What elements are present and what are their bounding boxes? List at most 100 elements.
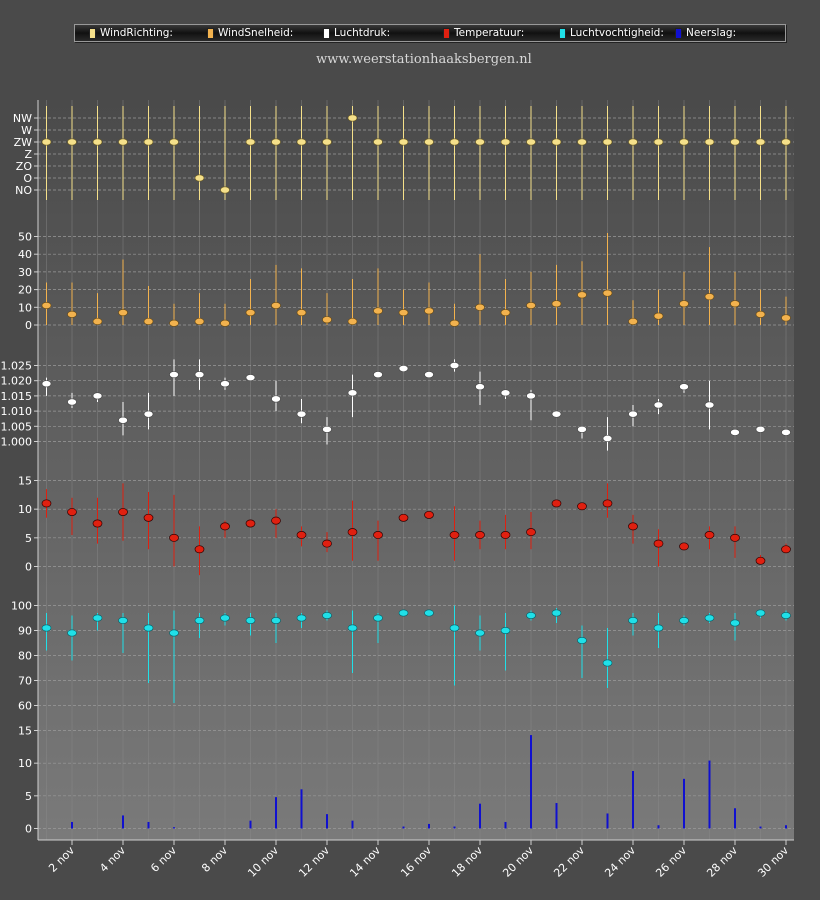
- temperature-point: [730, 533, 740, 542]
- pressure-point: [67, 398, 77, 406]
- temperature-point: [245, 519, 256, 528]
- wind-direction-point: [169, 138, 179, 146]
- x-tick-label: 16 nov: [398, 844, 434, 880]
- pressure-point: [398, 365, 409, 373]
- wind-direction-point: [424, 138, 434, 146]
- wind-direction-point: [628, 138, 638, 146]
- wind-direction-point: [41, 138, 52, 146]
- y-tick-label: 1.020: [1, 375, 33, 388]
- x-tick-label: 12 nov: [296, 844, 332, 880]
- wind-direction-point: [220, 186, 230, 194]
- temperature-point: [526, 528, 536, 537]
- wind-speed-point: [602, 289, 613, 297]
- wind-speed-point: [526, 302, 536, 310]
- wind-direction-point: [398, 138, 409, 146]
- humidity-point: [220, 614, 230, 622]
- x-tick-label: 24 nov: [602, 844, 638, 880]
- wind-speed-point: [755, 310, 766, 318]
- x-tick-label: 10 nov: [245, 844, 281, 880]
- y-tick-label: 20: [18, 284, 32, 297]
- wind-speed-point: [271, 302, 281, 310]
- wind-speed-point: [322, 316, 332, 324]
- humidity-point: [245, 616, 256, 624]
- humidity-point: [169, 629, 179, 637]
- temperature-point: [271, 516, 281, 525]
- wind-speed-point: [296, 309, 307, 317]
- wind-speed-point: [194, 317, 205, 325]
- temperature-point: [755, 556, 766, 565]
- legend: WindRichting: WindSnelheid: Luchtdruk: Temp…: [74, 24, 786, 42]
- wind-speed-point: [373, 307, 383, 315]
- legend-label: Luchtdruk:: [334, 27, 391, 39]
- humidity-point: [577, 636, 587, 644]
- humidity-point: [781, 611, 791, 619]
- humidity-point: [449, 624, 460, 632]
- pressure-point: [169, 371, 179, 379]
- wind-speed-point: [653, 312, 664, 320]
- legend-item: Luchtdruk:: [323, 25, 390, 41]
- x-tick-label: 18 nov: [449, 844, 485, 880]
- legend-label: Luchtvochtigheid:: [570, 27, 664, 39]
- y-tick-label: 1.000: [1, 436, 33, 449]
- humidity-point: [194, 616, 205, 624]
- wind-direction-point: [730, 138, 740, 146]
- legend-item: WindSnelheid:: [207, 25, 293, 41]
- plot-background: [38, 100, 794, 840]
- temperature-point: [449, 531, 460, 539]
- humidity-point: [143, 624, 154, 632]
- wind-speed-point: [551, 300, 562, 308]
- legend-swatch: [559, 27, 566, 39]
- y-tick-label: NO: [15, 184, 32, 197]
- wind-direction-point: [526, 138, 536, 146]
- wind-direction-point: [704, 138, 715, 146]
- temperature-point: [551, 499, 562, 508]
- y-tick-label: W: [21, 124, 32, 137]
- x-tick-label: 30 nov: [755, 844, 791, 880]
- humidity-point: [730, 619, 740, 627]
- y-tick-label: NW: [13, 112, 32, 125]
- temperature-point: [322, 539, 332, 548]
- temperature-point: [398, 513, 409, 522]
- pressure-point: [92, 392, 103, 400]
- wind-direction-point: [679, 138, 689, 146]
- x-tick-label: 4 nov: [97, 844, 128, 875]
- humidity-point: [653, 624, 664, 632]
- pressure-point: [551, 410, 562, 418]
- legend-swatch: [89, 27, 96, 39]
- wind-speed-point: [781, 314, 791, 322]
- wind-speed-point: [449, 319, 460, 327]
- pressure-point: [245, 374, 256, 382]
- y-tick-label: ZO: [16, 160, 33, 173]
- x-tick-label: 22 nov: [551, 844, 587, 880]
- wind-speed-point: [500, 309, 511, 317]
- wind-speed-point: [118, 309, 128, 317]
- pressure-point: [118, 416, 128, 424]
- wind-speed-point: [169, 319, 179, 327]
- temperature-point: [92, 519, 103, 528]
- pressure-point: [781, 428, 791, 436]
- y-tick-label: 10: [18, 757, 32, 770]
- y-tick-label: 30: [18, 266, 32, 279]
- x-tick-label: 14 nov: [347, 844, 383, 880]
- humidity-point: [92, 614, 103, 622]
- humidity-point: [347, 624, 358, 632]
- y-tick-label: 1.025: [1, 360, 33, 373]
- y-tick-label: 15: [18, 475, 32, 488]
- pressure-point: [296, 410, 307, 418]
- temperature-point: [475, 531, 485, 539]
- wind-direction-point: [245, 138, 256, 146]
- wind-speed-point: [398, 309, 409, 317]
- pressure-point: [500, 389, 511, 397]
- pressure-point: [424, 371, 434, 379]
- site-url: www.weerstationhaaksbergen.nl: [316, 52, 532, 67]
- legend-item: Neerslag:: [675, 25, 736, 41]
- temperature-point: [577, 502, 587, 511]
- legend-swatch: [675, 27, 682, 39]
- y-tick-label: 0: [25, 319, 32, 332]
- wind-speed-point: [245, 309, 256, 317]
- humidity-point: [475, 629, 485, 637]
- y-tick-label: 100: [11, 600, 32, 613]
- humidity-point: [373, 614, 383, 622]
- pressure-point: [653, 401, 664, 409]
